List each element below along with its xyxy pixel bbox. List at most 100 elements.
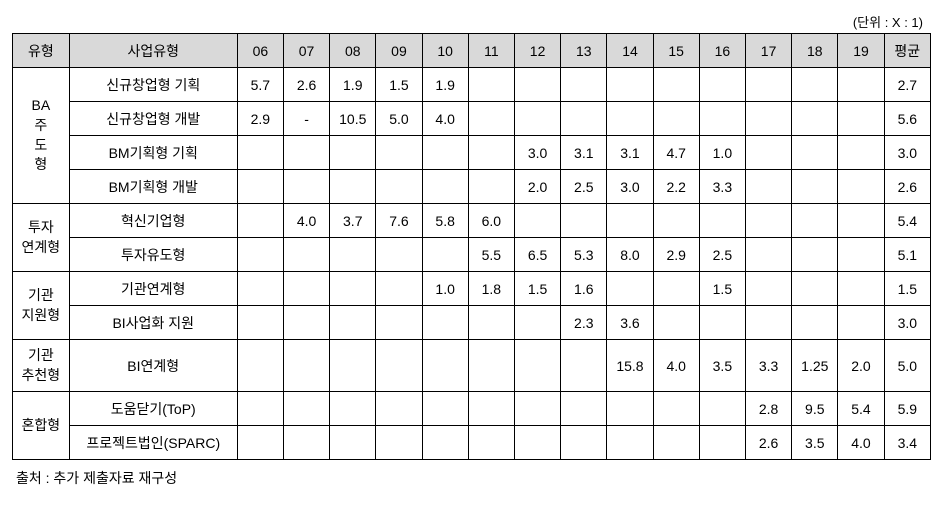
cell: 1.9	[422, 68, 468, 102]
cell: 2.9	[237, 102, 283, 136]
cell	[792, 136, 838, 170]
cell	[561, 426, 607, 460]
cell	[745, 136, 791, 170]
cell	[514, 392, 560, 426]
cell	[838, 238, 884, 272]
cell: 5.3	[561, 238, 607, 272]
cell: 1.5	[376, 68, 422, 102]
cell	[330, 306, 376, 340]
cell: 2.6	[884, 170, 930, 204]
cell	[745, 68, 791, 102]
table-row: 기관지원형기관연계형1.01.81.51.61.51.5	[13, 272, 931, 306]
table-row: 프로젝트법인(SPARC)2.63.54.03.4	[13, 426, 931, 460]
cell: 3.0	[884, 136, 930, 170]
cell	[237, 306, 283, 340]
cell: 2.9	[653, 238, 699, 272]
cell	[792, 170, 838, 204]
cell	[237, 426, 283, 460]
cell	[283, 272, 329, 306]
cell: -	[283, 102, 329, 136]
table-row: 투자연계형혁신기업형4.03.77.65.86.05.4	[13, 204, 931, 238]
cell	[561, 68, 607, 102]
cell	[838, 136, 884, 170]
cell: 2.6	[745, 426, 791, 460]
cell	[330, 272, 376, 306]
cell: 9.5	[792, 392, 838, 426]
header-type2: 사업유형	[69, 34, 237, 68]
group-label-ba: BA주도형	[13, 68, 70, 204]
data-table: 유형 사업유형 06 07 08 09 10 11 12 13 14 15 16…	[12, 33, 931, 460]
cell	[607, 272, 653, 306]
header-avg: 평균	[884, 34, 930, 68]
cell	[514, 340, 560, 392]
cell	[283, 170, 329, 204]
header-y07: 07	[283, 34, 329, 68]
cell	[468, 170, 514, 204]
cell: 5.0	[376, 102, 422, 136]
cell	[422, 238, 468, 272]
cell	[792, 272, 838, 306]
cell: 4.0	[653, 340, 699, 392]
cell	[838, 68, 884, 102]
cell	[283, 426, 329, 460]
cell	[653, 204, 699, 238]
cell	[838, 170, 884, 204]
cell	[330, 340, 376, 392]
cell: 3.6	[607, 306, 653, 340]
cell: 10.5	[330, 102, 376, 136]
cell	[653, 68, 699, 102]
cell	[838, 204, 884, 238]
row-label: BM기획형 개발	[69, 170, 237, 204]
cell	[330, 238, 376, 272]
cell	[514, 204, 560, 238]
cell	[561, 102, 607, 136]
cell	[376, 340, 422, 392]
cell: 4.0	[283, 204, 329, 238]
cell	[283, 392, 329, 426]
cell	[376, 426, 422, 460]
cell	[283, 136, 329, 170]
row-label: 투자유도형	[69, 238, 237, 272]
cell	[699, 102, 745, 136]
cell: 2.0	[514, 170, 560, 204]
cell	[792, 204, 838, 238]
cell	[514, 102, 560, 136]
cell	[838, 102, 884, 136]
header-y19: 19	[838, 34, 884, 68]
cell: 3.4	[884, 426, 930, 460]
cell: 3.3	[745, 340, 791, 392]
table-body: BA주도형신규창업형 기획5.72.61.91.51.92.7신규창업형 개발2…	[13, 68, 931, 460]
cell	[699, 204, 745, 238]
cell	[468, 68, 514, 102]
cell	[699, 426, 745, 460]
group-label-inst_rec: 기관추천형	[13, 340, 70, 392]
row-label: BI연계형	[69, 340, 237, 392]
cell	[422, 426, 468, 460]
cell	[745, 306, 791, 340]
row-label: BM기획형 기획	[69, 136, 237, 170]
cell: 1.9	[330, 68, 376, 102]
cell	[745, 272, 791, 306]
cell	[699, 392, 745, 426]
row-label: 신규창업형 개발	[69, 102, 237, 136]
group-label-invest: 투자연계형	[13, 204, 70, 272]
group-label-mixed: 혼합형	[13, 392, 70, 460]
header-y17: 17	[745, 34, 791, 68]
cell	[514, 426, 560, 460]
cell	[607, 392, 653, 426]
cell	[376, 306, 422, 340]
cell	[653, 102, 699, 136]
header-y12: 12	[514, 34, 560, 68]
cell	[561, 340, 607, 392]
cell: 2.5	[561, 170, 607, 204]
cell	[330, 136, 376, 170]
cell	[699, 68, 745, 102]
group-label-inst_support: 기관지원형	[13, 272, 70, 340]
cell	[237, 170, 283, 204]
header-y16: 16	[699, 34, 745, 68]
row-label: 신규창업형 기획	[69, 68, 237, 102]
header-y06: 06	[237, 34, 283, 68]
cell	[376, 272, 422, 306]
table-row: 기관추천형BI연계형15.84.03.53.31.252.05.0	[13, 340, 931, 392]
cell	[283, 340, 329, 392]
